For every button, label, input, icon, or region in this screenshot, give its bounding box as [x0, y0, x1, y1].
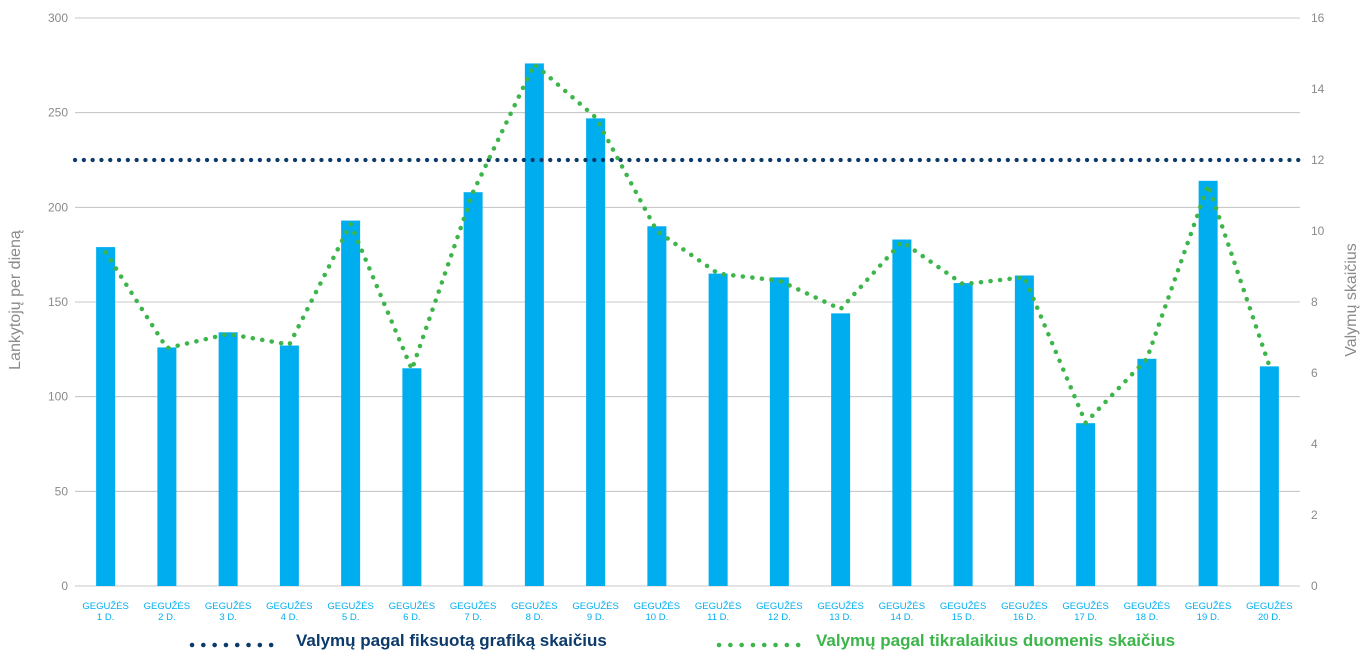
y-right-tick-label: 14 — [1311, 82, 1325, 96]
x-tick-label: GEGUŽĖS 6 D. — [389, 601, 435, 623]
gridlines — [75, 17, 1300, 587]
bar — [769, 277, 789, 586]
legend-label-realtime: Valymų pagal tikralaikius duomenis skaič… — [816, 631, 1175, 650]
y-right-tick-label: 2 — [1311, 508, 1318, 522]
x-tick-label: GEGUŽĖS 14 D. — [879, 601, 925, 623]
x-tick-label: GEGUŽĖS 19 D. — [1185, 601, 1231, 623]
y-right-tick-label: 4 — [1311, 437, 1318, 451]
x-tick-label: GEGUŽĖS 3 D. — [205, 601, 251, 623]
bar — [953, 283, 973, 586]
y-right-tick-label: 6 — [1311, 366, 1318, 380]
bar — [831, 313, 851, 586]
legend-label-fixed-schedule: Valymų pagal fiksuotą grafiką skaičius — [296, 631, 607, 650]
y-axis-left-title: Lankytojų per dieną — [7, 230, 24, 370]
bar — [524, 63, 544, 586]
y-right-tick-label: 16 — [1311, 11, 1325, 25]
bar — [463, 192, 483, 587]
legend: Valymų pagal fiksuotą grafiką skaičius V… — [189, 631, 1175, 650]
y-right-tick-label: 12 — [1311, 153, 1325, 167]
line-realtime — [103, 61, 1272, 425]
x-tick-label: GEGUŽĖS 16 D. — [1001, 601, 1047, 623]
bar — [1076, 423, 1096, 586]
bar-series — [96, 63, 1279, 587]
y-right-tick-label: 0 — [1311, 579, 1318, 593]
bar — [1137, 358, 1157, 586]
x-tick-label: GEGUŽĖS 18 D. — [1124, 601, 1170, 623]
x-tick-label: GEGUŽĖS 8 D. — [511, 601, 557, 623]
bar — [647, 226, 667, 586]
line-series — [72, 61, 1303, 425]
x-tick-label: GEGUŽĖS 5 D. — [327, 601, 373, 623]
x-tick-label: GEGUŽĖS 11 D. — [695, 601, 741, 623]
x-tick-label: GEGUŽĖS 1 D. — [82, 601, 128, 623]
y-left-tick-label: 250 — [48, 106, 68, 120]
y-left-tick-label: 50 — [55, 484, 69, 498]
bar — [218, 332, 238, 586]
y-axis-left-ticks: 0 50 100 150 200 250 300 — [48, 11, 68, 593]
y-left-tick-label: 0 — [61, 579, 68, 593]
bar — [1259, 366, 1279, 586]
x-tick-label: GEGUŽĖS 9 D. — [572, 601, 618, 623]
bar — [402, 368, 422, 586]
x-tick-label: GEGUŽĖS 4 D. — [266, 601, 312, 623]
y-left-tick-label: 200 — [48, 200, 68, 214]
bar — [341, 220, 361, 586]
x-tick-label: GEGUŽĖS 20 D. — [1246, 601, 1292, 623]
x-tick-label: GEGUŽĖS 17 D. — [1062, 601, 1108, 623]
legend-item-realtime: Valymų pagal tikralaikius duomenis skaič… — [716, 631, 1175, 650]
x-tick-label: GEGUŽĖS 7 D. — [450, 601, 496, 623]
bar — [1014, 275, 1034, 586]
y-right-tick-label: 8 — [1311, 295, 1318, 309]
bar — [279, 345, 299, 586]
y-right-tick-label: 10 — [1311, 224, 1325, 238]
x-tick-label: GEGUŽĖS 15 D. — [940, 601, 986, 623]
bar — [708, 273, 728, 586]
legend-item-fixed-schedule: Valymų pagal fiksuotą grafiką skaičius — [189, 631, 607, 650]
y-axis-right-title: Valymų skaičius — [1343, 243, 1360, 357]
bar — [1198, 180, 1218, 586]
bar — [157, 347, 177, 586]
bar — [96, 247, 116, 587]
x-tick-label: GEGUŽĖS 2 D. — [144, 601, 190, 623]
y-left-tick-label: 100 — [48, 390, 68, 404]
bar — [586, 118, 606, 586]
y-left-tick-label: 300 — [48, 11, 68, 25]
x-tick-label: GEGUŽĖS 13 D. — [817, 601, 863, 623]
bar — [892, 239, 912, 586]
y-left-tick-label: 150 — [48, 295, 68, 309]
y-axis-right-ticks: 0 2 4 6 8 10 12 14 16 — [1311, 11, 1325, 593]
x-tick-label: GEGUŽĖS 10 D. — [634, 601, 680, 623]
x-tick-label: GEGUŽĖS 12 D. — [756, 601, 802, 623]
x-axis-ticks: GEGUŽĖS 1 D. GEGUŽĖS 2 D. GEGUŽĖS 3 D. GEGUŽĖS… — [82, 601, 1292, 623]
